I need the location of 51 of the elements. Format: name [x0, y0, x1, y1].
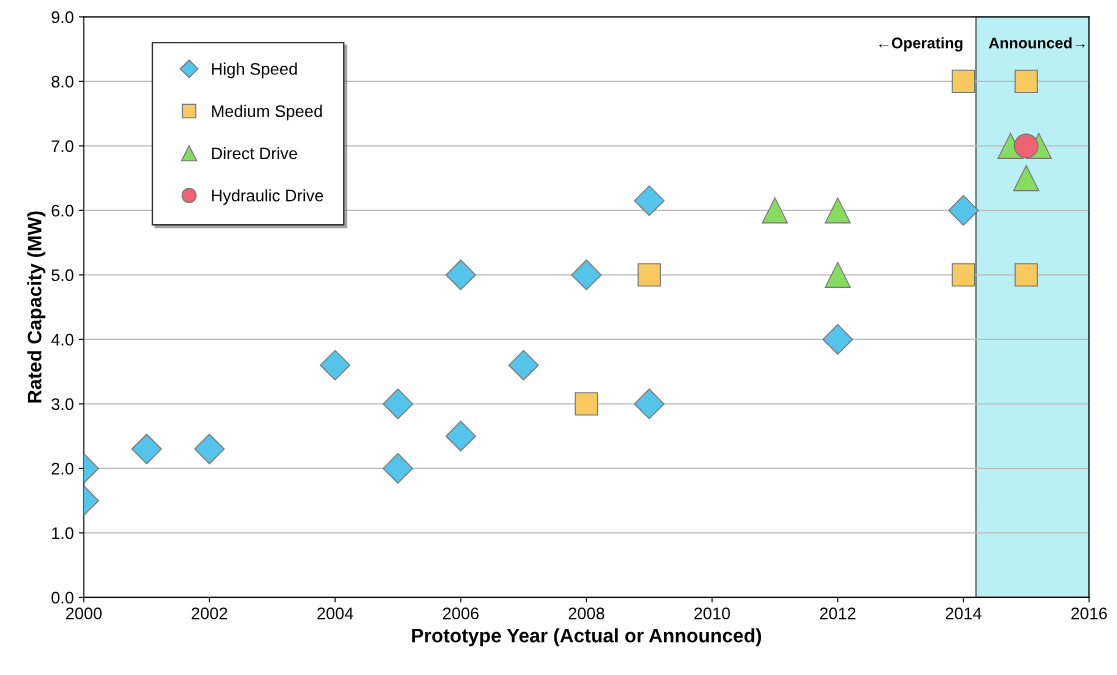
point	[1013, 165, 1040, 192]
point	[571, 259, 602, 291]
point	[445, 259, 477, 291]
y-axis-title: Rated Capacity (MW)	[27, 211, 46, 403]
annotation: ←Operating	[879, 37, 963, 52]
legend-label: Direct Drive	[212, 147, 298, 160]
y-tick-label: 9.0	[51, 11, 74, 24]
point	[633, 388, 665, 420]
point	[382, 453, 414, 484]
y-tick-label: 3.0	[51, 398, 74, 411]
point	[948, 195, 979, 226]
x-tick-label: 2016	[1071, 607, 1107, 620]
point	[319, 349, 351, 381]
point	[445, 420, 477, 452]
point	[508, 349, 539, 381]
x-tick-label: 2004	[317, 607, 354, 620]
legend-label: High Speed	[212, 62, 297, 79]
point	[822, 324, 854, 355]
point	[951, 69, 976, 94]
x-tick-label: 2002	[191, 607, 228, 620]
y-tick-label: 6.0	[51, 204, 74, 217]
y-tick-label: 4.0	[51, 333, 74, 346]
point	[1013, 133, 1039, 159]
y-tick-label: 5.0	[51, 269, 74, 282]
y-tick-label: 1.0	[52, 527, 74, 540]
point	[633, 185, 665, 216]
y-tick-label: 8.0	[51, 75, 74, 88]
y-tick-label: 0.0	[51, 591, 74, 604]
y-tick-label: 2.0	[51, 462, 74, 475]
point	[194, 433, 225, 465]
legend-label: Medium Speed	[212, 104, 322, 121]
x-axis-title: Prototype Year (Actual or Announced)	[412, 628, 762, 647]
x-tick-label: 2014	[945, 607, 982, 620]
point	[824, 197, 851, 224]
point	[1014, 69, 1038, 94]
point	[761, 197, 788, 224]
point	[824, 261, 851, 288]
x-tick-label: 2008	[568, 607, 605, 620]
legend-label: Hydraulic Drive	[212, 189, 324, 205]
point	[951, 263, 976, 287]
point	[1014, 263, 1038, 287]
point	[382, 388, 414, 420]
x-tick-label: 2000	[66, 607, 102, 620]
point	[574, 392, 599, 416]
y-tick-label: 7.0	[51, 140, 74, 153]
x-tick-label: 2010	[694, 607, 730, 620]
point	[131, 433, 162, 465]
x-tick-label: 2012	[820, 607, 856, 620]
x-tick-label: 2006	[443, 607, 479, 620]
point	[637, 263, 661, 287]
annotation: Announced→	[988, 37, 1085, 49]
